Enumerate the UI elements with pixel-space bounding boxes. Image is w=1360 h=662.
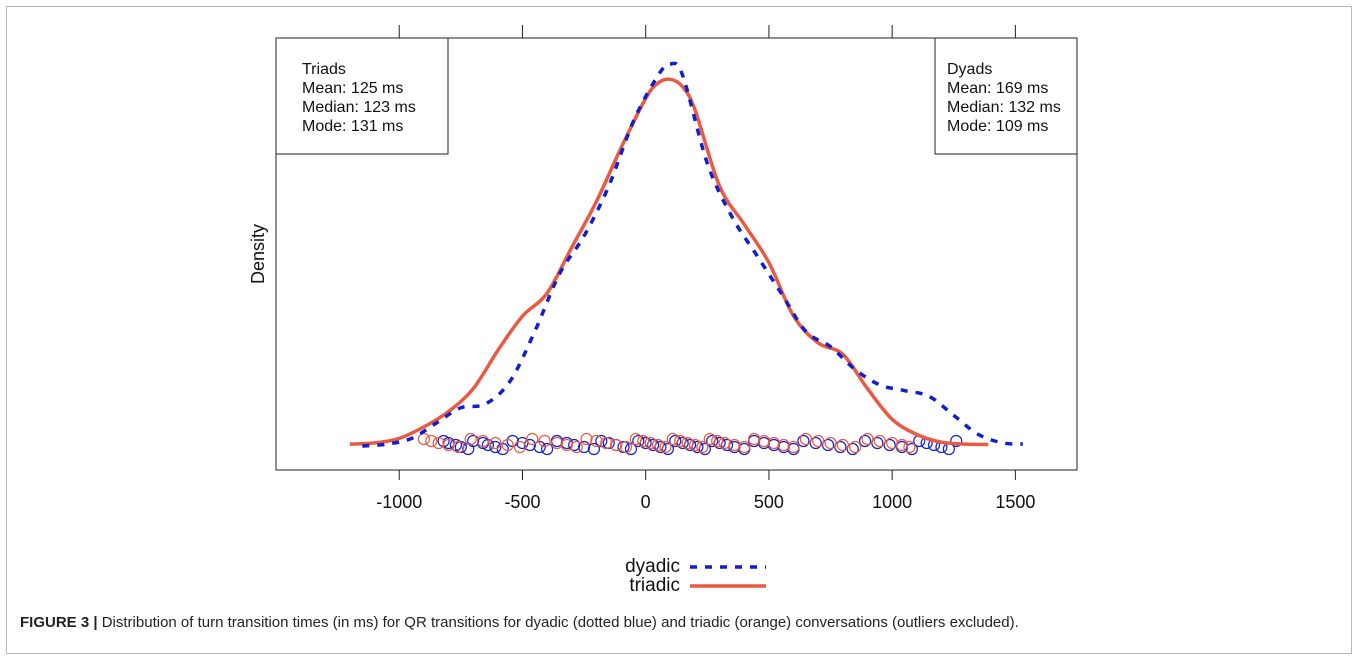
rug-point-triadic — [560, 438, 573, 452]
dyads-median: Median: 132 ms — [947, 99, 1061, 116]
rug-point-triadic — [417, 432, 430, 446]
figure-frame — [6, 6, 1352, 654]
rug-point-triadic — [651, 438, 665, 452]
rug-point-triadic — [538, 434, 551, 448]
series-layer — [349, 61, 1023, 448]
triads-title: Triads — [302, 61, 346, 78]
dyads-mode: Mode: 109 ms — [947, 118, 1048, 135]
rug-point-dyadic — [568, 438, 581, 452]
rug-point-triadic — [748, 432, 761, 446]
rug-point-triadic — [489, 436, 502, 450]
rug-point-triadic — [787, 440, 800, 454]
rug-point-dyadic — [489, 440, 502, 454]
x-tick-label: 1000 — [872, 492, 912, 512]
rug-point-dyadic — [669, 434, 682, 448]
x-tick-label: 0 — [641, 492, 651, 512]
rug-point-triadic — [513, 440, 527, 454]
rug-layer — [417, 432, 963, 456]
triads-median: Median: 123 ms — [302, 99, 416, 116]
legend-label-triadic: triadic — [629, 575, 680, 596]
x-tick-label: -500 — [504, 492, 540, 512]
rug-point-triadic — [873, 434, 886, 448]
dyads-mean: Mean: 169 ms — [947, 80, 1048, 97]
legend-label-dyadic: dyadic — [625, 556, 680, 577]
rug-point-dyadic — [858, 434, 872, 448]
figure-label: FIGURE 3 | — [20, 614, 98, 631]
y-axis-label: Density — [248, 224, 268, 284]
rug-point-triadic — [681, 436, 694, 450]
rug-point-triadic — [432, 436, 445, 450]
triads-stats-box: Triads Mean: 125 ms Median: 123 ms Mode:… — [275, 37, 449, 155]
rug-point-dyadic — [462, 442, 475, 456]
rug-point-triadic — [711, 434, 724, 448]
series-line-triadic — [349, 77, 989, 447]
rug-point-triadic — [812, 434, 825, 448]
triads-stats-frame — [275, 37, 449, 155]
figure-caption: FIGURE 3 | Distribution of turn transiti… — [20, 614, 1340, 631]
rug-point-triadic — [861, 432, 874, 446]
rug-point-triadic — [674, 434, 687, 448]
rug-point-dyadic — [577, 440, 591, 454]
rug-point-triadic — [703, 432, 716, 446]
rug-point-dyadic — [541, 442, 554, 456]
rug-point-triadic — [590, 434, 603, 448]
x-tick-label: -1000 — [376, 492, 422, 512]
dyads-title: Dyads — [947, 61, 992, 78]
rug-point-triadic — [452, 440, 465, 454]
rug-point-triadic — [501, 438, 514, 452]
dyads-stats-box: Dyads Mean: 169 ms Median: 132 ms Mode: … — [934, 37, 1078, 155]
rug-point-triadic — [849, 440, 862, 454]
rug-point-triadic — [836, 438, 849, 452]
x-tick-label: 500 — [754, 492, 784, 512]
rug-point-triadic — [476, 434, 490, 448]
rug-point-triadic — [580, 432, 593, 446]
rug-point-triadic — [550, 436, 564, 450]
rug-point-triadic — [619, 440, 633, 454]
rug-point-triadic — [600, 436, 613, 450]
rug-point-dyadic — [587, 442, 601, 456]
rug-point-triadic — [464, 432, 477, 446]
rug-point-triadic — [526, 432, 539, 446]
rug-point-triadic — [799, 432, 812, 446]
density-chart: -1000 -500 0 500 1000 1500 Density Triads Mea… — [248, 25, 1078, 596]
rug-point-dyadic — [602, 436, 615, 450]
rug-point-triadic — [637, 434, 650, 448]
figure-caption-text: Distribution of turn transition times (i… — [101, 614, 1019, 631]
x-tick-label: 1500 — [995, 492, 1035, 512]
rug-point-triadic — [718, 436, 731, 450]
rug-point-triadic — [886, 436, 899, 450]
rug-point-triadic — [767, 436, 780, 450]
rug-point-triadic — [903, 440, 916, 454]
dyads-stats-frame — [934, 37, 1078, 155]
rug-point-triadic — [777, 438, 790, 452]
rug-point-dyadic — [797, 434, 810, 448]
rug-point-triadic — [688, 438, 702, 452]
rug-point-triadic — [610, 438, 623, 452]
rug-point-dyadic — [617, 440, 630, 454]
rug-point-triadic — [757, 434, 771, 448]
axis-ticks: -1000 -500 0 500 1000 1500 — [376, 25, 1035, 512]
rug-point-triadic — [659, 440, 672, 454]
series-line-dyadic — [362, 61, 1023, 448]
triads-mean: Mean: 125 ms — [302, 80, 403, 97]
rug-point-dyadic — [706, 434, 719, 448]
rug-point-triadic — [644, 436, 657, 450]
rug-point-triadic — [696, 440, 709, 454]
plot-area — [275, 37, 1078, 471]
rug-point-triadic — [570, 440, 583, 454]
rug-point-dyadic — [467, 434, 480, 448]
rug-point-triadic — [425, 434, 438, 448]
rug-point-triadic — [629, 432, 642, 446]
legend: dyadic triadic — [625, 556, 766, 596]
rug-point-triadic — [666, 432, 679, 446]
rug-point-triadic — [738, 440, 751, 454]
rug-point-dyadic — [523, 438, 536, 452]
rug-point-dyadic — [950, 434, 963, 448]
rug-point-triadic — [824, 436, 837, 450]
rug-point-triadic — [728, 438, 741, 452]
rug-point-triadic — [442, 438, 455, 452]
triads-mode: Mode: 131 ms — [302, 118, 403, 135]
rug-point-dyadic — [632, 434, 645, 448]
rug-point-triadic — [895, 438, 909, 452]
